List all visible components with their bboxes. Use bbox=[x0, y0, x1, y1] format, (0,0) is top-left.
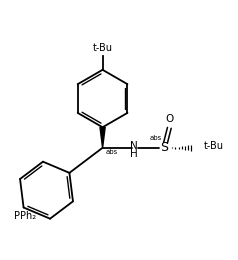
Text: t-Bu: t-Bu bbox=[204, 141, 224, 151]
Text: N: N bbox=[130, 141, 138, 151]
Polygon shape bbox=[100, 127, 105, 148]
Text: H: H bbox=[130, 149, 138, 159]
Text: t-Bu: t-Bu bbox=[93, 43, 113, 53]
Text: abs: abs bbox=[106, 149, 118, 155]
Text: O: O bbox=[165, 114, 174, 124]
Text: S: S bbox=[160, 141, 168, 154]
Text: abs: abs bbox=[150, 135, 162, 141]
Text: PPh₂: PPh₂ bbox=[14, 211, 36, 221]
